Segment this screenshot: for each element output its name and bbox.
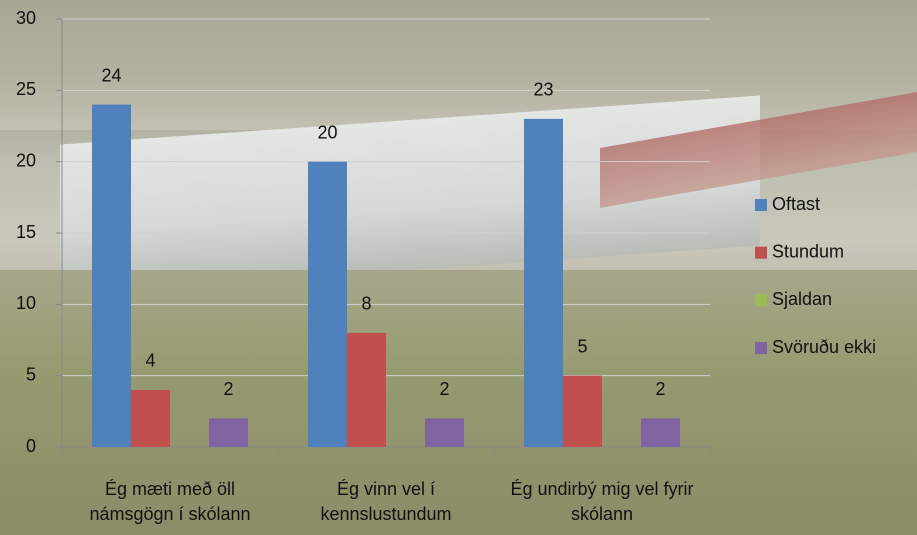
- data-label: 2: [439, 379, 449, 399]
- bar: [425, 418, 464, 447]
- x-tick-label: Ég vinn vel í kennslustundum: [320, 479, 452, 524]
- legend-swatch: [755, 342, 767, 355]
- y-tick-label: 25: [16, 79, 36, 99]
- y-tick-label: 0: [26, 436, 36, 456]
- legend-label: Sjaldan: [772, 289, 832, 309]
- y-tick-label: 20: [16, 150, 36, 170]
- bar: [641, 418, 680, 447]
- data-label: 5: [577, 336, 587, 356]
- legend-swatch: [755, 199, 767, 211]
- bar: [308, 161, 347, 447]
- bar: [524, 118, 563, 447]
- data-label: 8: [361, 294, 371, 314]
- legend-label: Stundum: [772, 241, 844, 261]
- bg-hills: [0, 0, 917, 130]
- data-label: 23: [533, 80, 553, 100]
- y-tick-label: 30: [16, 8, 36, 28]
- data-label: 2: [223, 379, 233, 399]
- bar: [92, 104, 131, 447]
- legend-swatch: [755, 246, 767, 259]
- x-tick-label: Ég mæti með öll námsgögn í skólann: [89, 479, 251, 524]
- bar: [347, 332, 386, 447]
- data-label: 20: [317, 122, 337, 142]
- bar: [209, 418, 248, 447]
- y-tick-label: 10: [16, 293, 36, 313]
- data-label: 2: [655, 379, 665, 399]
- bar: [563, 375, 602, 447]
- x-tick-label: Ég undirbý mig vel fyrir skólann: [510, 479, 694, 524]
- legend-swatch: [755, 294, 767, 307]
- y-tick-label: 5: [26, 364, 36, 384]
- bar: [131, 389, 170, 447]
- y-tick-label: 15: [16, 222, 36, 242]
- data-label: 24: [101, 65, 121, 85]
- legend-label: Oftast: [772, 194, 820, 214]
- data-label: 4: [145, 351, 155, 371]
- legend-label: Svöruðu ekki: [772, 337, 876, 357]
